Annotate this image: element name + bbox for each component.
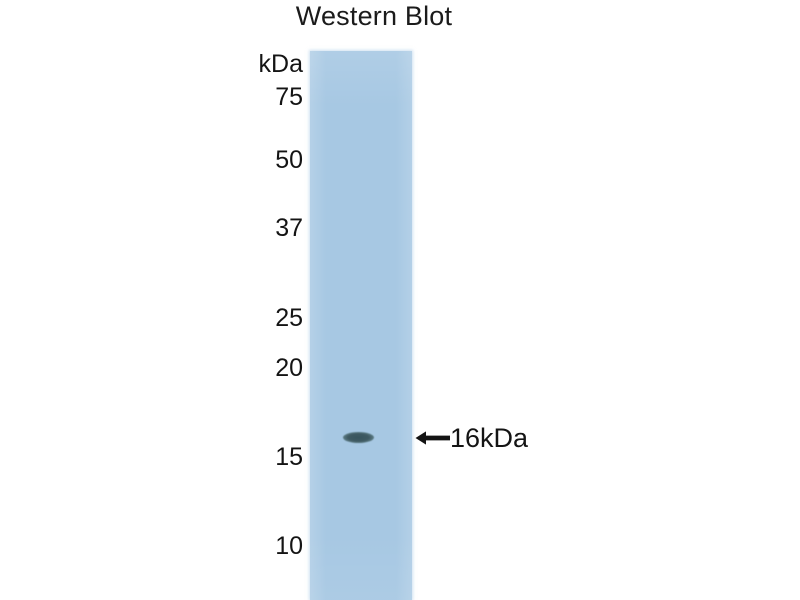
gel-lane-texture <box>310 51 412 600</box>
band-annotation-label: 16kDa <box>450 422 529 453</box>
ladder-mark-15: 15 <box>275 443 303 471</box>
ladder-unit-label: kDa <box>258 50 303 78</box>
ladder-mark-10: 10 <box>275 532 303 560</box>
ladder-mark-75: 75 <box>275 83 303 111</box>
left-arrow-icon <box>415 431 450 445</box>
band-annotation: 16kDa <box>414 422 528 454</box>
gel-lane <box>310 51 412 600</box>
ladder-mark-20: 20 <box>275 354 303 382</box>
ladder-mark-25: 25 <box>275 304 303 332</box>
ladder-mark-50: 50 <box>275 146 303 174</box>
ladder-mark-37: 37 <box>275 214 303 242</box>
page-title: Western Blot <box>295 1 453 31</box>
protein-band <box>343 432 374 443</box>
